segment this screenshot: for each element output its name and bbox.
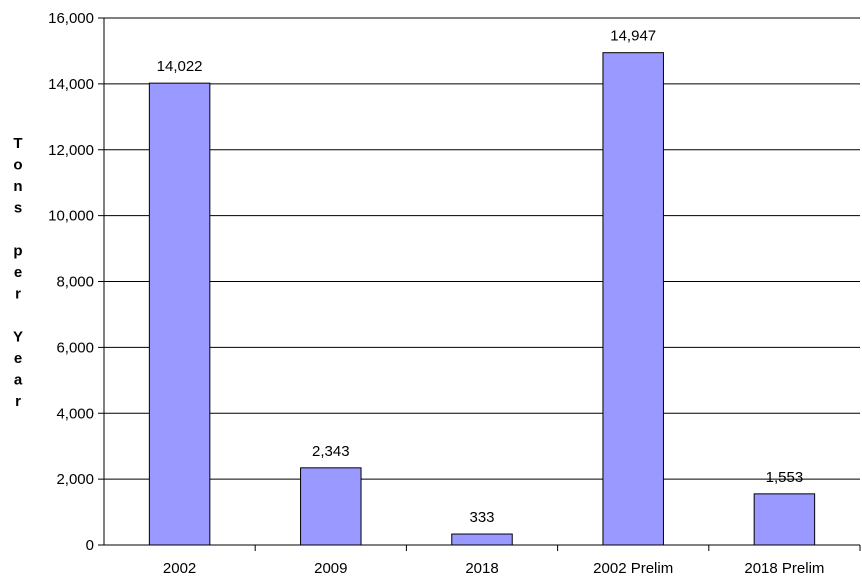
data-label: 1,553 — [766, 469, 804, 486]
x-tick-label: 2018 — [465, 560, 498, 577]
x-tick-label: 2018 Prelim — [744, 560, 824, 577]
x-tick-labels: 2002 2009 2018 2002 Prelim 2018 Prelim — [163, 560, 825, 577]
bars — [148, 52, 816, 546]
axes — [98, 17, 861, 551]
data-label: 333 — [469, 509, 494, 526]
y-tick-label: 16,000 — [48, 10, 94, 27]
bar — [300, 467, 362, 546]
gridlines — [104, 17, 860, 480]
bar — [451, 533, 513, 546]
data-label: 14,022 — [157, 58, 203, 75]
y-tick-label: 10,000 — [48, 208, 94, 225]
y-tick-label: 14,000 — [48, 76, 94, 93]
y-tick-label: 6,000 — [56, 339, 94, 356]
y-tick-labels: 0 2,000 4,000 6,000 8,000 10,000 12,000 14,000 1… — [48, 10, 94, 554]
y-tick-label: 2,000 — [56, 471, 94, 488]
y-tick-label: 8,000 — [56, 274, 94, 291]
x-tick-label: 2009 — [314, 560, 347, 577]
x-tick-label: 2002 — [163, 560, 196, 577]
bar — [753, 493, 816, 546]
y-tick-label: 4,000 — [56, 405, 94, 422]
y-tick-label: 12,000 — [48, 142, 94, 159]
bar — [148, 82, 211, 546]
data-label: 2,343 — [312, 443, 350, 460]
data-label: 14,947 — [610, 28, 656, 45]
y-tick-label: 0 — [86, 537, 94, 554]
bar — [602, 52, 664, 546]
x-tick-label: 2002 Prelim — [593, 560, 673, 577]
data-labels: 14,022 2,343 333 14,947 1,553 — [157, 28, 804, 526]
